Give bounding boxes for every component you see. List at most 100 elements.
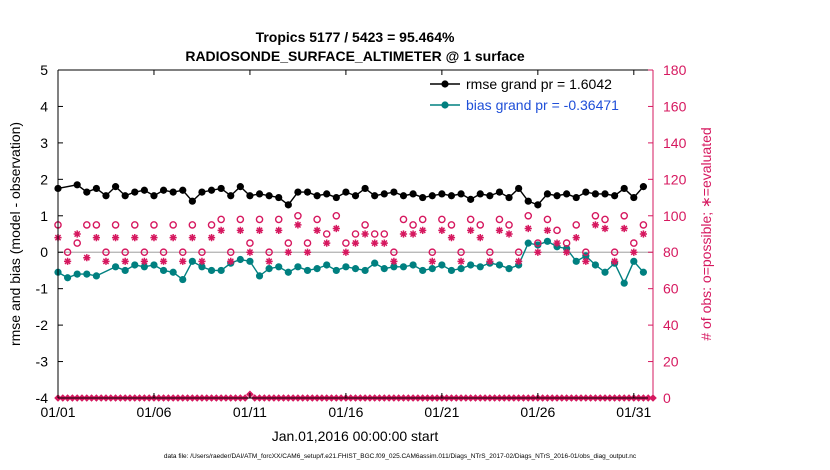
x-tick-label: 01/31 [616, 404, 651, 420]
data-point-bias [534, 241, 542, 249]
data-point-possible-obs [130, 221, 139, 229]
data-point-possible-obs [236, 215, 245, 224]
data-point-evaluated-obs [111, 234, 120, 242]
data-point-evaluated-obs [284, 248, 292, 256]
data-point-rmse [150, 192, 158, 200]
data-point-possible-obs [399, 215, 408, 224]
x-axis-label: Jan.01,2016 00:00:00 start [272, 428, 439, 444]
data-point-rmse [563, 190, 571, 198]
y-tick-label-left: 4 [40, 98, 48, 114]
data-point-evaluated-obs [611, 257, 619, 265]
data-point-possible-obs [342, 239, 350, 247]
series-rmse [54, 181, 648, 209]
data-point-possible-obs [409, 221, 417, 229]
data-point-rmse [332, 193, 340, 202]
data-point-rmse [543, 190, 552, 198]
data-point-possible-obs [198, 248, 206, 257]
data-point-bias [447, 266, 456, 275]
data-point-rmse [534, 201, 542, 209]
data-point-bias [275, 263, 283, 271]
y-tick-label-right: 180 [663, 62, 687, 78]
data-point-evaluated-obs [265, 257, 273, 265]
y-axis-label-left: rmse and bias (model - observation) [7, 122, 23, 346]
data-point-rmse [102, 192, 110, 200]
data-point-bias [390, 263, 398, 271]
data-point-possible-obs [582, 248, 590, 257]
data-point-evaluated-obs [409, 230, 417, 238]
data-point-rmse [342, 188, 350, 196]
series-evaluated-obs [54, 221, 648, 265]
data-point-bias [284, 268, 292, 276]
data-point-bias [73, 270, 81, 278]
data-point-possible-obs [217, 215, 225, 224]
y-tick-label-right: 20 [663, 354, 679, 370]
data-point-rmse [121, 192, 129, 200]
x-tick-label: 01/26 [520, 404, 555, 420]
data-point-evaluated-obs [294, 221, 302, 229]
data-point-possible-obs [111, 221, 120, 229]
data-point-evaluated-obs [553, 239, 561, 247]
data-point-rmse [447, 192, 456, 200]
data-point-possible-obs [207, 221, 216, 229]
data-point-rmse [265, 192, 273, 200]
data-point-bias [265, 265, 273, 273]
data-point-possible-obs [572, 221, 581, 229]
data-point-rmse [582, 188, 590, 196]
data-point-rmse [323, 190, 331, 198]
y-tick-label-right: 0 [663, 390, 671, 406]
data-point-possible-obs [447, 221, 456, 229]
data-point-possible-obs [361, 221, 369, 229]
data-point-evaluated-obs [188, 234, 196, 242]
data-point-rmse [207, 186, 216, 194]
data-point-rmse [313, 192, 321, 200]
series-bias [54, 237, 648, 287]
data-point-bias [159, 266, 168, 275]
data-point-rmse [630, 193, 638, 202]
data-point-evaluated-obs [419, 226, 427, 234]
data-point-possible-obs [303, 239, 312, 247]
data-point-rmse [515, 184, 523, 193]
data-point-evaluated-obs [131, 234, 139, 242]
data-point-evaluated-obs [179, 257, 187, 265]
data-point-evaluated-obs [159, 257, 168, 265]
data-point-evaluated-obs [486, 257, 494, 265]
data-point-rmse [83, 188, 91, 196]
y-tick-label-left: 5 [40, 62, 48, 78]
data-point-possible-obs [630, 239, 638, 247]
data-point-evaluated-obs [169, 234, 177, 242]
data-point-evaluated-obs [227, 257, 235, 265]
data-point-bias [179, 275, 187, 284]
data-point-bias [639, 268, 648, 276]
data-point-rmse [428, 192, 436, 200]
plot-background [58, 70, 653, 398]
data-point-bias [217, 266, 225, 275]
data-point-rmse [591, 190, 600, 198]
data-point-rmse [73, 181, 81, 189]
data-point-evaluated-obs [572, 234, 580, 242]
data-point-bias [121, 266, 129, 275]
data-point-evaluated-obs [371, 239, 379, 247]
y-tick-label-left: 3 [40, 135, 48, 151]
data-point-rmse [399, 192, 408, 200]
data-point-bias [438, 261, 446, 269]
data-point-bias [236, 255, 244, 264]
x-tick-label: 01/06 [136, 404, 171, 420]
data-point-evaluated-obs [601, 224, 609, 233]
data-point-possible-obs [140, 248, 149, 257]
data-point-possible-obs [370, 230, 379, 238]
data-point-rmse [198, 188, 206, 196]
data-point-bias [524, 239, 532, 247]
data-point-possible-obs [102, 248, 110, 257]
data-point-possible-obs [159, 248, 168, 257]
data-point-bias [409, 261, 417, 269]
data-point-possible-obs [380, 230, 389, 238]
data-point-bias [505, 265, 513, 273]
y-tick-label-right: 100 [663, 208, 687, 224]
data-point-possible-obs [639, 221, 648, 229]
data-point-possible-obs [418, 215, 427, 224]
legend-entry: rmse grand pr = 1.6042 [466, 76, 612, 92]
y-tick-label-left: -4 [36, 390, 49, 406]
data-point-rmse [467, 195, 475, 203]
data-point-bias [131, 261, 139, 269]
data-point-evaluated-obs [476, 234, 484, 242]
